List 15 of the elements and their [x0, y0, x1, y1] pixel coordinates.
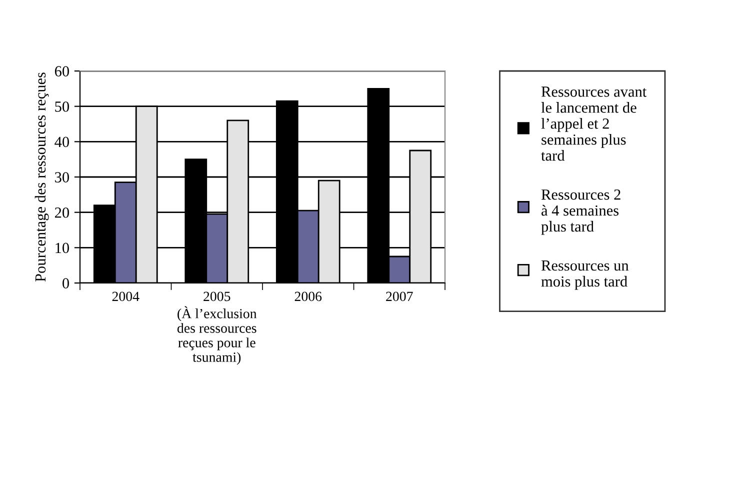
y-tick-label: 20: [54, 207, 69, 218]
x-tick-label: 2007: [386, 292, 413, 302]
y-tick-label: 60: [54, 66, 69, 76]
legend-label: Ressources 2 à 4 semaines plus tard: [541, 189, 620, 235]
legend-label: Ressources avant le lancement de l’appel et 2 semaines plus tard: [541, 86, 647, 161]
y-axis-title: Pourcentage des ressources reçues: [34, 72, 49, 282]
x-tick-label: 2005 (À l’exclusion des ressources reçues pour le tsunami): [177, 292, 257, 365]
y-tick-label: 30: [55, 172, 69, 182]
y-tick-label: 40: [54, 136, 69, 148]
y-tick-label: 10: [56, 242, 69, 254]
y-tick-label: 50: [55, 101, 69, 112]
x-tick-label: 2004: [112, 292, 140, 302]
y-tick-label: 0: [62, 278, 69, 288]
legend-label: Ressources un mois plus tard: [541, 260, 629, 290]
x-tick-label: 2006: [294, 292, 322, 302]
